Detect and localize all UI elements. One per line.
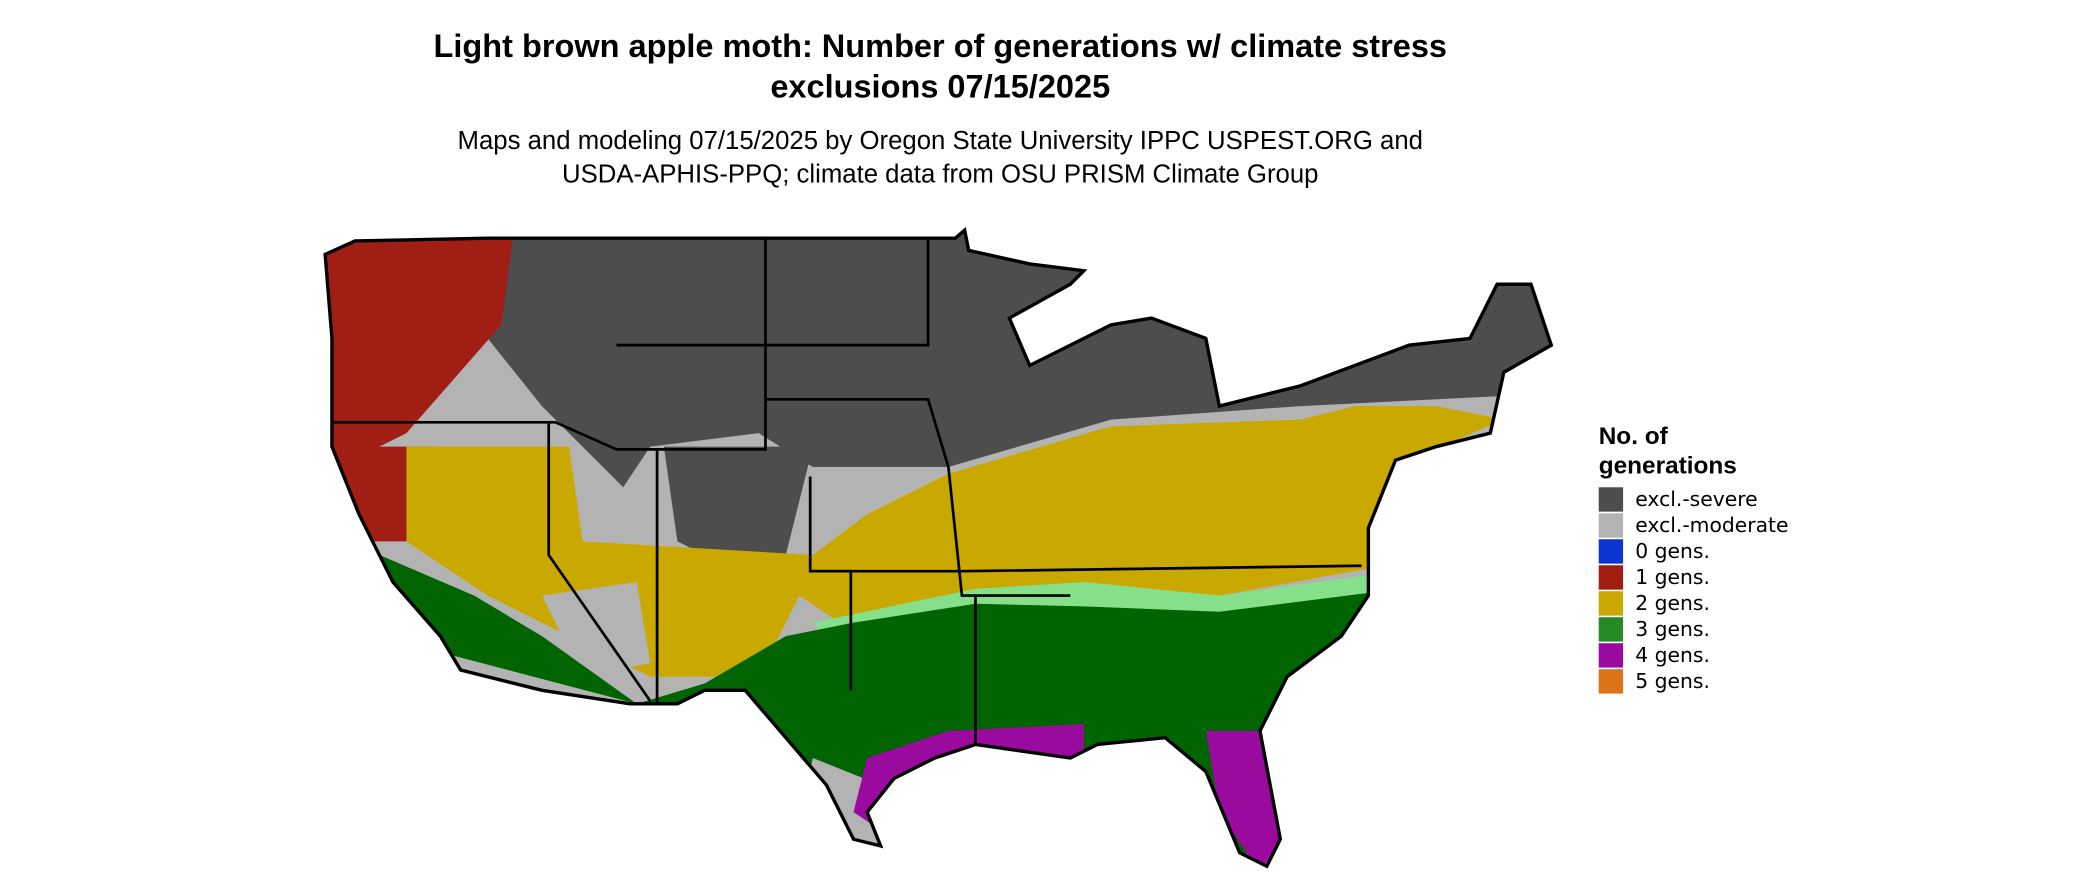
legend-label: 0 gens. <box>1635 539 1710 563</box>
legend-label: 5 gens. <box>1635 669 1710 693</box>
legend-swatch <box>1598 539 1624 564</box>
legend-label: 3 gens. <box>1635 617 1710 641</box>
legend-label: excl.-moderate <box>1635 513 1788 537</box>
legend-swatch <box>1598 669 1624 694</box>
region <box>325 230 515 542</box>
legend-swatch <box>1598 591 1624 616</box>
region <box>541 582 651 677</box>
region <box>1205 730 1281 867</box>
legend-title: generations <box>1599 453 1737 480</box>
legend-swatch <box>1598 617 1624 642</box>
title: exclusions 07/15/2025 <box>770 68 1110 104</box>
border <box>331 238 767 451</box>
legend-swatch <box>1598 513 1624 538</box>
region <box>379 554 1369 867</box>
region <box>663 446 813 569</box>
subtitle: USDA-APHIS-PPQ; climate data from OSU PR… <box>562 161 1318 189</box>
border <box>547 422 652 702</box>
border <box>765 397 1071 597</box>
legend-label: 4 gens. <box>1635 643 1710 667</box>
border <box>810 564 1362 573</box>
legend-swatch <box>1598 643 1624 668</box>
legend-swatch <box>1598 565 1624 590</box>
region <box>812 575 1369 637</box>
legend-label: 1 gens. <box>1635 565 1710 589</box>
legend: No. of generations excl.-severeexcl.-mod… <box>1598 423 1789 694</box>
border <box>616 238 930 347</box>
title: Light brown apple moth: Number of genera… <box>433 28 1447 64</box>
subtitle: Maps and modeling 07/15/2025 by Oregon S… <box>458 127 1423 155</box>
legend-swatch <box>1598 487 1624 512</box>
legend-title: No. of <box>1599 423 1669 450</box>
legend-label: 2 gens. <box>1635 591 1710 615</box>
state-lines <box>331 238 1362 745</box>
legend-label: excl.-severe <box>1635 487 1757 511</box>
map <box>325 230 1552 867</box>
